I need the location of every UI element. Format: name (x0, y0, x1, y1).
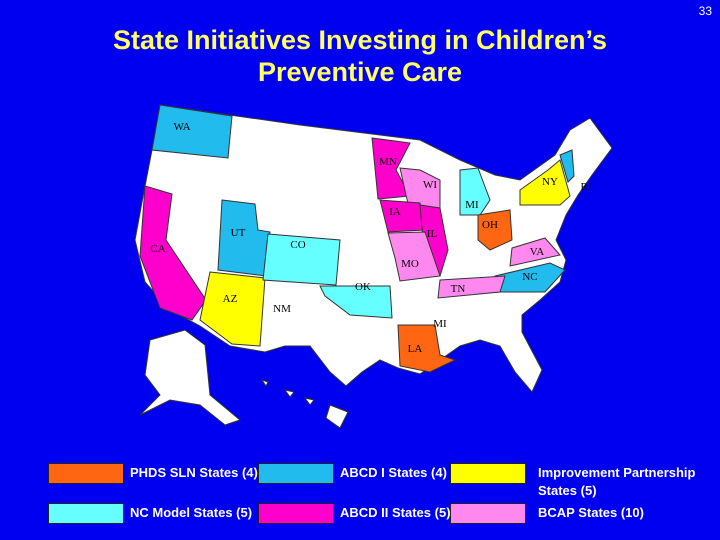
state-label: TN (451, 283, 466, 295)
hawaii (260, 379, 269, 387)
legend-swatch (258, 463, 334, 484)
hawaii (283, 389, 295, 398)
state-wa (151, 104, 233, 159)
state-label: OK (355, 281, 371, 293)
hawaii (303, 397, 315, 406)
state-ca (139, 185, 207, 321)
legend-label: ABCD I States (4) (340, 465, 447, 480)
state-va (509, 237, 561, 267)
state-tn (437, 275, 506, 299)
state-ia (379, 199, 425, 233)
state-label: VA (530, 246, 545, 258)
state-label: MI (465, 199, 479, 211)
legend-label: BCAP States (10) (538, 505, 644, 520)
state-ok (319, 285, 393, 319)
state-ny (519, 159, 571, 206)
state-la (397, 324, 457, 373)
legend-swatch (450, 463, 526, 484)
state-label: IL (427, 228, 438, 240)
legend-swatch (48, 503, 124, 524)
state-co (262, 233, 341, 286)
state-label: OH (482, 219, 498, 231)
state-mo (387, 231, 441, 282)
title: State Initiatives Investing in Children’… (40, 24, 680, 88)
state-ut (217, 199, 271, 277)
page-number: 33 (698, 4, 712, 18)
state-mi (459, 167, 491, 216)
alaska (139, 329, 242, 426)
state-label: RI (581, 181, 592, 193)
state-label: WA (173, 121, 190, 133)
state-label: MO (401, 258, 419, 270)
state-label: UT (231, 227, 246, 239)
state-label: CA (150, 243, 165, 255)
state-label: NC (522, 271, 537, 283)
state-az (199, 271, 266, 347)
state-label: MI (433, 318, 447, 330)
legend-label: ABCD II States (5) (340, 505, 451, 520)
legend-label: NC Model States (5) (130, 505, 253, 520)
hawaii (325, 404, 349, 429)
state-label: LA (408, 343, 423, 355)
legend-swatch (258, 503, 334, 524)
state-vt (559, 149, 575, 183)
title-line: Preventive Care (257, 57, 463, 87)
legend-swatch (48, 463, 124, 484)
state-oh (477, 209, 513, 251)
state-label: IA (389, 206, 401, 218)
legend-swatch (450, 503, 526, 524)
legend-label: PHDS SLN States (4) (130, 465, 258, 480)
state-label: WI (423, 179, 437, 191)
legend-label: Improvement Partnership States (5) (538, 465, 696, 498)
state-label: CO (290, 239, 305, 251)
state-label: NM (273, 303, 291, 315)
state-label: NY (542, 176, 558, 188)
state-label: AZ (223, 293, 238, 305)
title-line: State Initiatives Investing in Children’… (112, 25, 608, 55)
state-label: MN (379, 156, 397, 168)
